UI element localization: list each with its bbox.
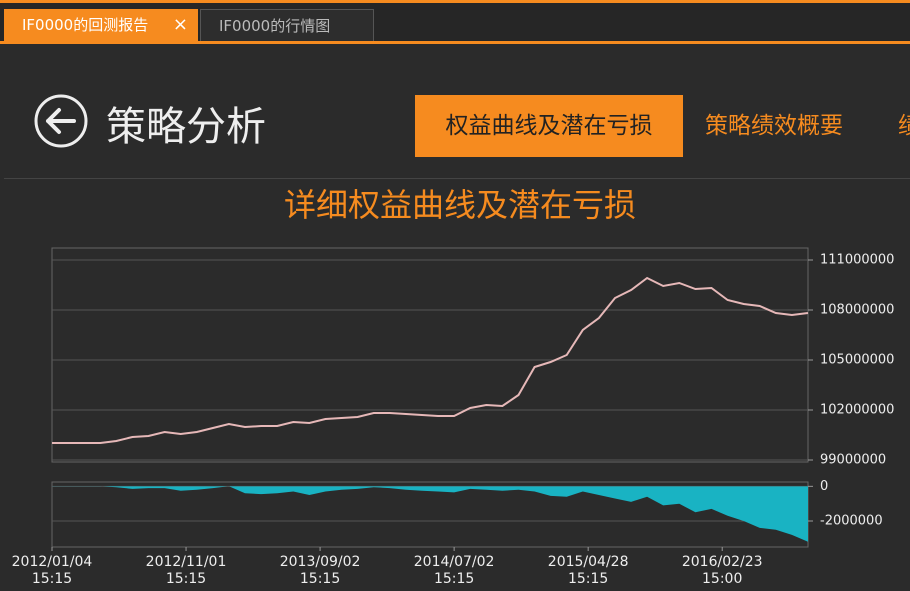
drawdown-area: [52, 486, 808, 542]
plot-frame: [51, 247, 809, 463]
equity-line: [52, 276, 809, 444]
x-tick-label: 2016/02/23 15:00: [681, 554, 763, 587]
x-tick-label: 2015/04/28 15:15: [547, 554, 629, 587]
tab-bar: IF0000的回测报告 × IF0000的行情图: [0, 0, 910, 44]
nav-tab[interactable]: 绩: [898, 113, 910, 139]
nav-tab[interactable]: 策略绩效概要: [705, 113, 843, 139]
tab-label: IF0000的行情图: [219, 17, 331, 35]
x-tick-label: 2012/11/01 15:15: [145, 554, 227, 587]
y-tick-label: 99000000: [820, 453, 886, 468]
chart-title: 详细权益曲线及潜在亏损: [284, 186, 636, 224]
x-tick-label: 2012/01/04 15:15: [11, 554, 93, 587]
y-tick-label: 111000000: [820, 253, 894, 268]
page-title: 策略分析: [106, 104, 266, 150]
x-tick-label: 2014/07/02 15:15: [413, 554, 495, 587]
y-tick-label: 108000000: [820, 303, 894, 318]
nav-tab[interactable]: 权益曲线及潜在亏损: [415, 95, 683, 157]
y-tick-label: 102000000: [820, 403, 894, 418]
x-tick-label: 2013/09/02 15:15: [279, 554, 361, 587]
y-tick-label: 105000000: [820, 353, 894, 368]
tab[interactable]: IF0000的行情图: [200, 9, 374, 41]
y-tick-label: 0: [820, 479, 828, 494]
close-button[interactable]: ×: [172, 14, 188, 35]
tab[interactable]: IF0000的回测报告 ×: [4, 9, 198, 41]
tab-label: IF0000的回测报告: [22, 16, 149, 34]
back-button[interactable]: [33, 93, 89, 149]
y-tick-label: -2000000: [820, 514, 883, 529]
separator: [4, 178, 910, 179]
